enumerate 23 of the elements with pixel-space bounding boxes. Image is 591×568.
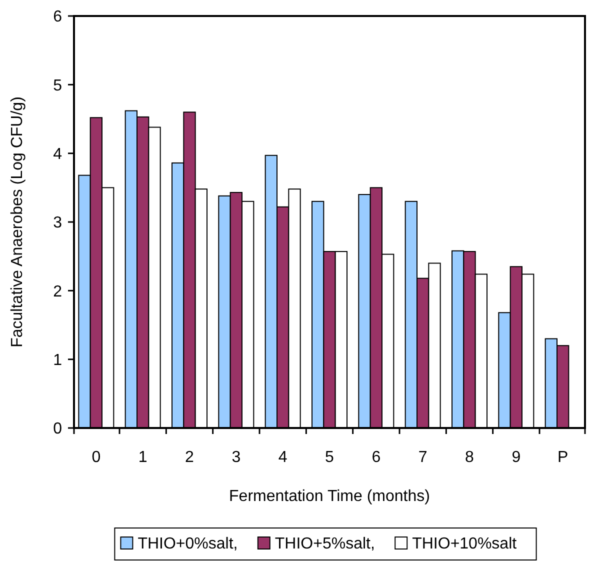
x-tick-label: 5 <box>325 449 334 466</box>
x-tick-label: 9 <box>512 449 521 466</box>
y-tick-label: 6 <box>53 8 62 26</box>
legend-label: THIO+5%salt, <box>274 536 375 553</box>
x-axis-title: Fermentation Time (months) <box>229 488 430 505</box>
x-tick-label: 1 <box>138 449 148 466</box>
y-tick-label: 2 <box>53 283 62 300</box>
x-tick-label: 2 <box>185 449 194 466</box>
x-tick-label: 0 <box>92 449 101 466</box>
y-tick-label: 5 <box>53 77 62 94</box>
legend-label: THIO+10%salt <box>412 536 518 553</box>
y-tick-label: 1 <box>53 352 62 369</box>
y-tick-label: 4 <box>53 146 62 163</box>
x-tick-label: 8 <box>465 449 474 466</box>
legend-label: THIO+0%salt, <box>138 536 238 553</box>
y-tick-label: 0 <box>53 420 62 438</box>
y-tick-label: 3 <box>53 214 62 232</box>
x-tick-label: 7 <box>418 449 428 466</box>
y-axis-title: Facultative Anaerobes (Log CFU/g) <box>9 96 26 348</box>
x-tick-label: P <box>557 449 568 466</box>
x-tick-label: 3 <box>232 449 241 466</box>
x-tick-label: 4 <box>278 449 288 466</box>
x-tick-label: 6 <box>372 449 381 466</box>
